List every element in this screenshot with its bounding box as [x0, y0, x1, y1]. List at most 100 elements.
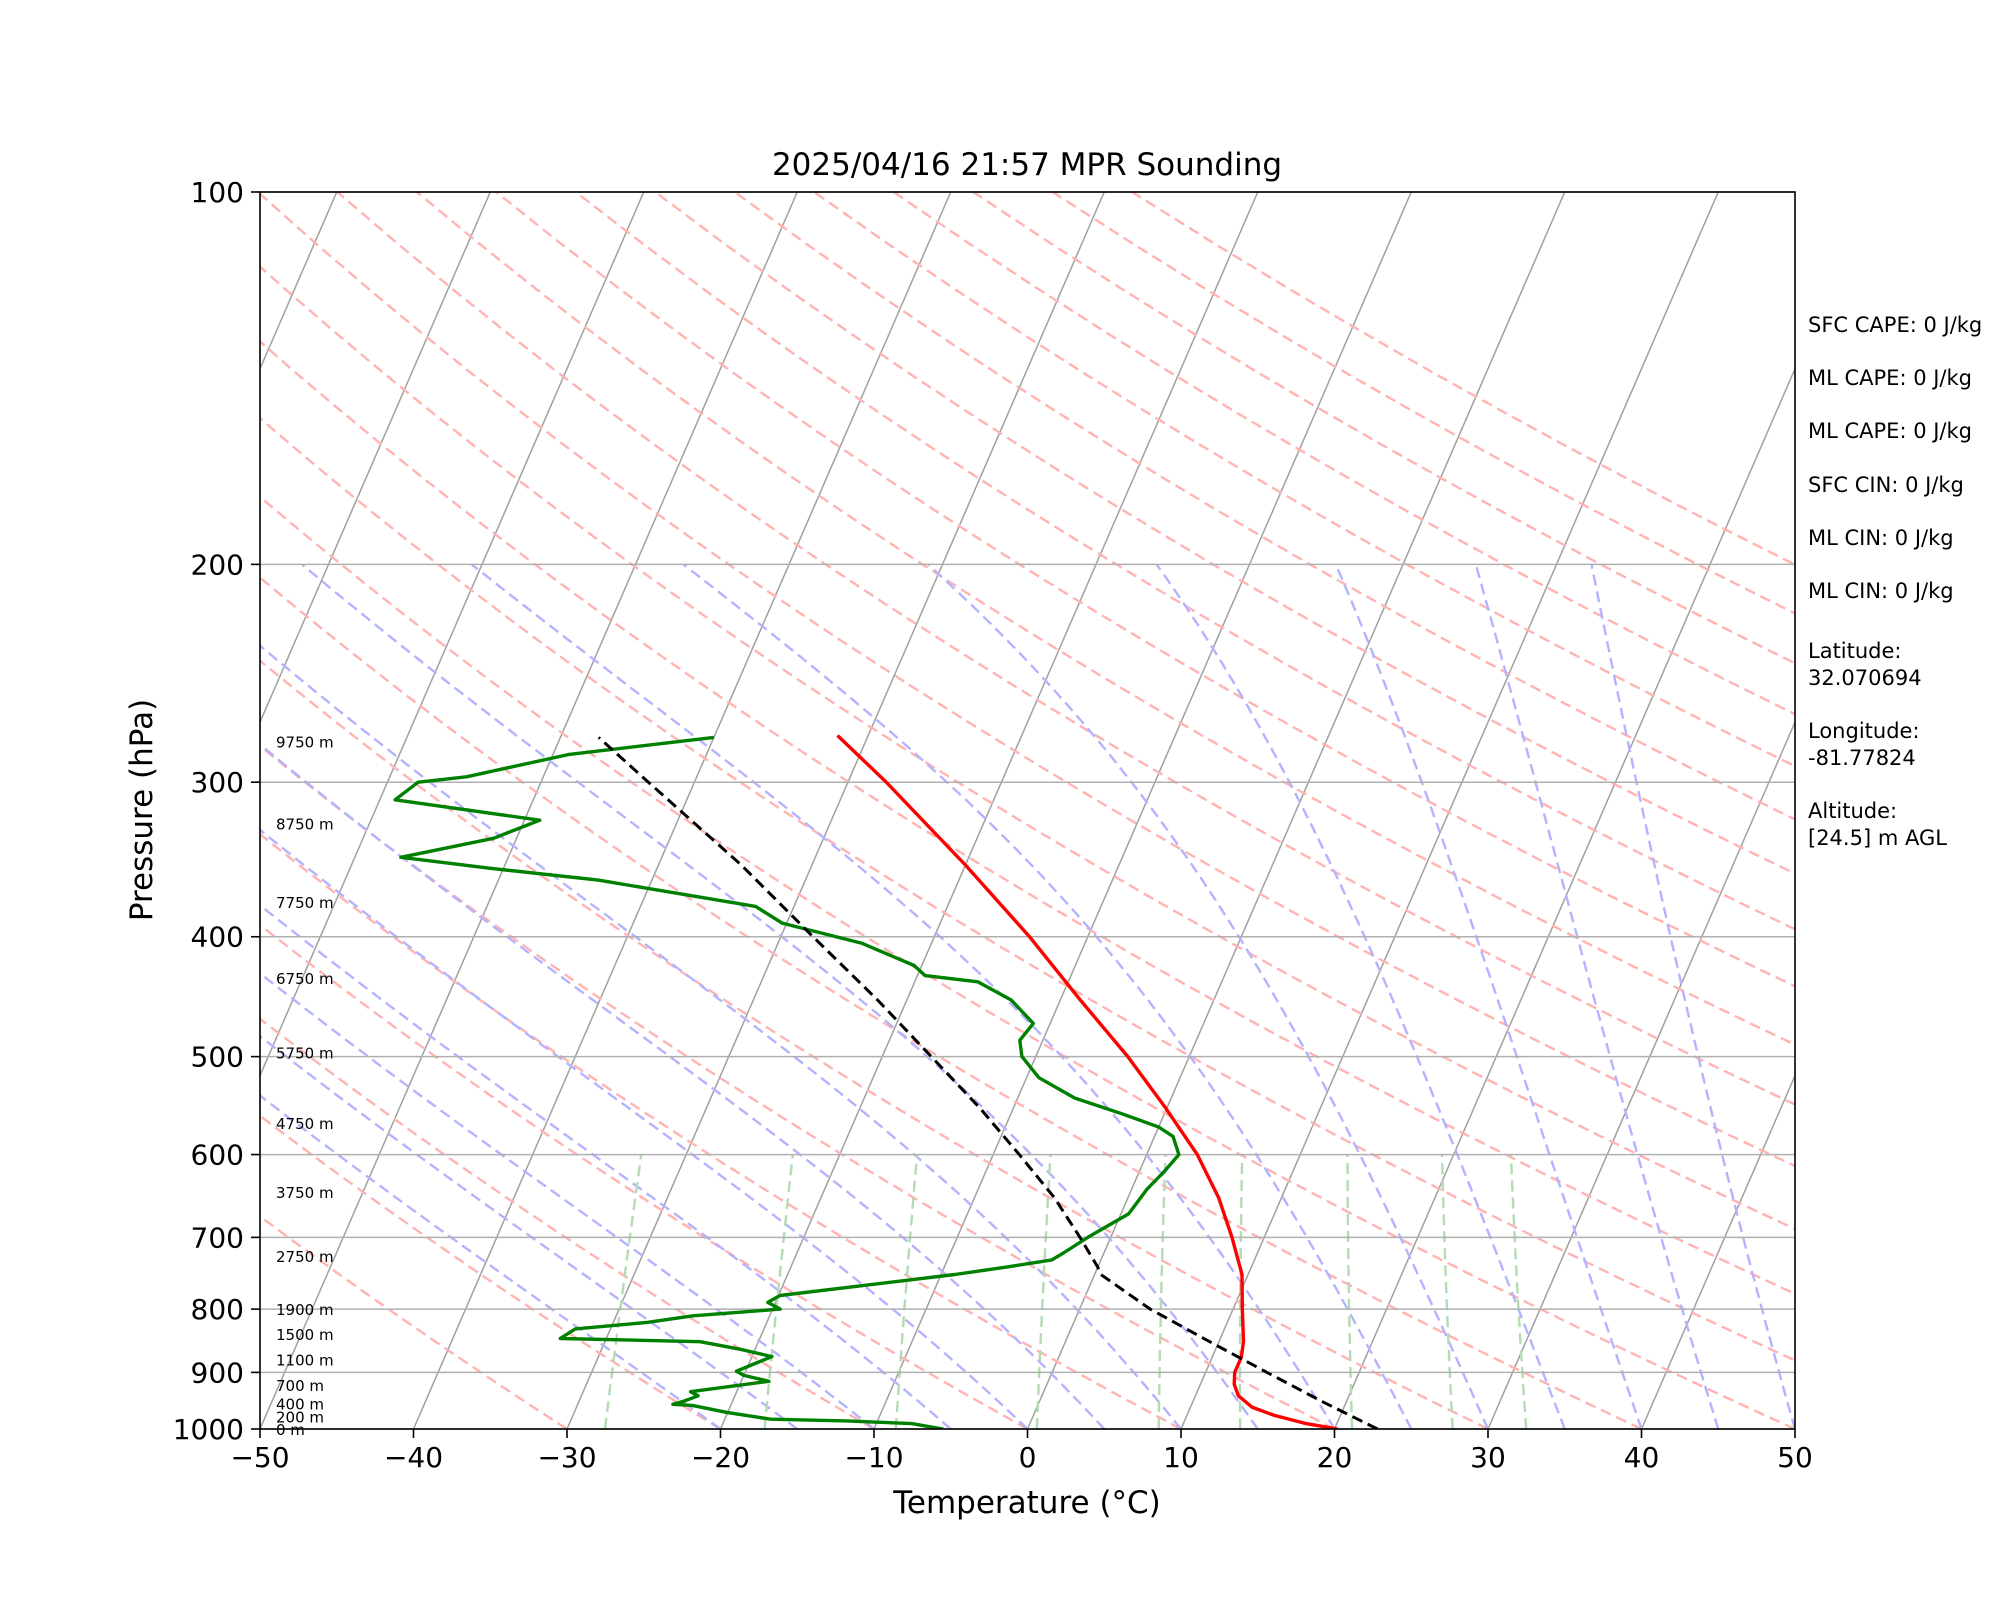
isotherm-line: [566, 192, 1105, 1429]
dry-adiabat-line: [260, 416, 1795, 1362]
dry-adiabat-line: [260, 923, 1029, 1429]
x-tick-label: 40: [1624, 1441, 1660, 1474]
height-label: 1100 m: [276, 1352, 334, 1370]
y-axis-ticks: 100 200 300 400 500 600 700 800 900 1000: [173, 176, 260, 1446]
y-tick-label: 900: [191, 1356, 244, 1389]
moist-adiabat-line: [1334, 563, 1643, 1429]
x-tick-label: 0: [1019, 1441, 1037, 1474]
y-axis-label: Pressure (hPa): [124, 699, 160, 921]
dry-adiabat-line: [336, 192, 1795, 1106]
sounding-profiles: [393, 734, 1379, 1429]
x-axis-ticks: −50 −40 −30 −20 −10 0 10 20 30 40 50: [230, 1429, 1813, 1474]
x-tick-label: 50: [1777, 1441, 1813, 1474]
height-label: 0 m: [276, 1421, 305, 1439]
dry-adiabat-line: [813, 192, 1795, 768]
isotherm-line: [0, 192, 30, 1429]
dry-adiabat-line: [260, 192, 1795, 1168]
height-label: 1900 m: [276, 1301, 334, 1319]
x-tick-label: −10: [844, 1441, 903, 1474]
height-label: 6750 m: [276, 970, 334, 988]
dry-adiabat-line: [893, 192, 1795, 716]
x-tick-label: 10: [1163, 1441, 1199, 1474]
height-label: 3750 m: [276, 1184, 334, 1202]
reference-lines: [0, 192, 1795, 1429]
y-tick-label: 100: [191, 176, 244, 209]
isotherm-line: [1180, 192, 1719, 1429]
isotherm-line: [873, 192, 1412, 1429]
y-tick-label: 300: [191, 766, 244, 799]
dry-adiabat-line: [575, 192, 1795, 931]
isotherm-line: [1640, 1073, 1795, 1429]
x-tick-label: −40: [384, 1441, 443, 1474]
pressure-gridlines: [260, 191, 1795, 1430]
dry-adiabat-line: [260, 744, 1336, 1429]
temperature-line: [836, 734, 1338, 1429]
dry-adiabat-line: [416, 192, 1795, 1046]
moist-adiabat-line: [260, 1034, 799, 1429]
latitude-text: Latitude: 32.070694: [1808, 639, 1922, 690]
isotherm-line: [260, 192, 798, 1429]
dry-adiabat-line: [260, 1114, 722, 1429]
height-label: 400 m: [276, 1396, 324, 1414]
x-tick-label: 20: [1317, 1441, 1353, 1474]
mixing-ratio-line: [894, 1154, 919, 1429]
isotherm-line: [260, 192, 645, 1078]
ml-cin-text-2: ML CIN: 0 J/kg: [1808, 579, 1954, 603]
dry-adiabat-line: [260, 832, 1182, 1429]
parcel-path-line: [597, 736, 1379, 1429]
y-tick-label: 400: [191, 921, 244, 954]
ml-cape-text-2: ML CAPE: 0 J/kg: [1808, 419, 1973, 443]
y-tick-label: 500: [191, 1041, 244, 1074]
dry-adiabat-line: [654, 192, 1795, 875]
mixing-ratio-line: [1346, 1154, 1354, 1429]
height-label: 1500 m: [276, 1326, 334, 1344]
height-label: 2750 m: [276, 1248, 334, 1266]
altitude-text: Altitude: [24.5] m AGL: [1808, 799, 1947, 850]
x-tick-label: −20: [691, 1441, 750, 1474]
isotherm-line: [260, 192, 338, 371]
longitude-text: Longitude: -81.77824: [1808, 719, 1920, 770]
isotherm-line: [1333, 366, 1795, 1429]
x-tick-label: −50: [230, 1441, 289, 1474]
mixing-ratio-line: [1157, 1154, 1167, 1429]
moist-adiabat-line: [301, 563, 1259, 1429]
height-label: 8750 m: [276, 816, 334, 834]
height-label: 5750 m: [276, 1044, 334, 1062]
x-tick-label: −30: [537, 1441, 596, 1474]
sfc-cape-text: SFC CAPE: 0 J/kg: [1808, 313, 1983, 337]
x-axis-label: Temperature (°C): [892, 1485, 1161, 1521]
moist-adiabat-line: [260, 971, 875, 1429]
isotherm-line: [719, 192, 1259, 1429]
mixing-ratio-line: [763, 1154, 794, 1429]
y-tick-label: 700: [191, 1221, 244, 1254]
dewpoint-line: [393, 735, 1181, 1429]
y-tick-label: 200: [191, 548, 244, 581]
dry-adiabat-line: [260, 576, 1643, 1429]
chart-title: 2025/04/16 21:57 MPR Sounding: [772, 147, 1282, 183]
moist-adiabat-line: [682, 563, 1413, 1429]
height-label: 4750 m: [276, 1115, 334, 1133]
moist-adiabat-line: [927, 563, 1490, 1429]
height-label: 200 m: [276, 1408, 324, 1426]
sfc-cin-text: SFC CIN: 0 J/kg: [1808, 473, 1964, 497]
isotherm-line: [1026, 192, 1566, 1429]
x-tick-label: 30: [1470, 1441, 1506, 1474]
y-tick-label: 600: [191, 1139, 244, 1172]
moist-adiabat-line: [260, 828, 1029, 1429]
dry-adiabat-line: [260, 339, 1795, 1296]
moist-adiabat-line: [1155, 563, 1566, 1429]
mixing-ratio-line: [1509, 1154, 1528, 1429]
height-label: 9750 m: [276, 733, 334, 751]
moist-adiabat-line: [1474, 564, 1720, 1429]
moist-adiabat-line: [260, 1094, 722, 1429]
dry-adiabat-line: [260, 495, 1795, 1429]
dry-adiabat-line: [260, 265, 1795, 1231]
dry-adiabat-line: [260, 659, 1489, 1429]
isotherm-line: [1487, 720, 1795, 1429]
y-tick-label: 1000: [173, 1413, 244, 1446]
height-label: 700 m: [276, 1377, 324, 1395]
y-tick-label: 800: [191, 1293, 244, 1326]
dry-adiabat-line: [260, 1214, 568, 1429]
ml-cin-text: ML CIN: 0 J/kg: [1808, 526, 1954, 550]
